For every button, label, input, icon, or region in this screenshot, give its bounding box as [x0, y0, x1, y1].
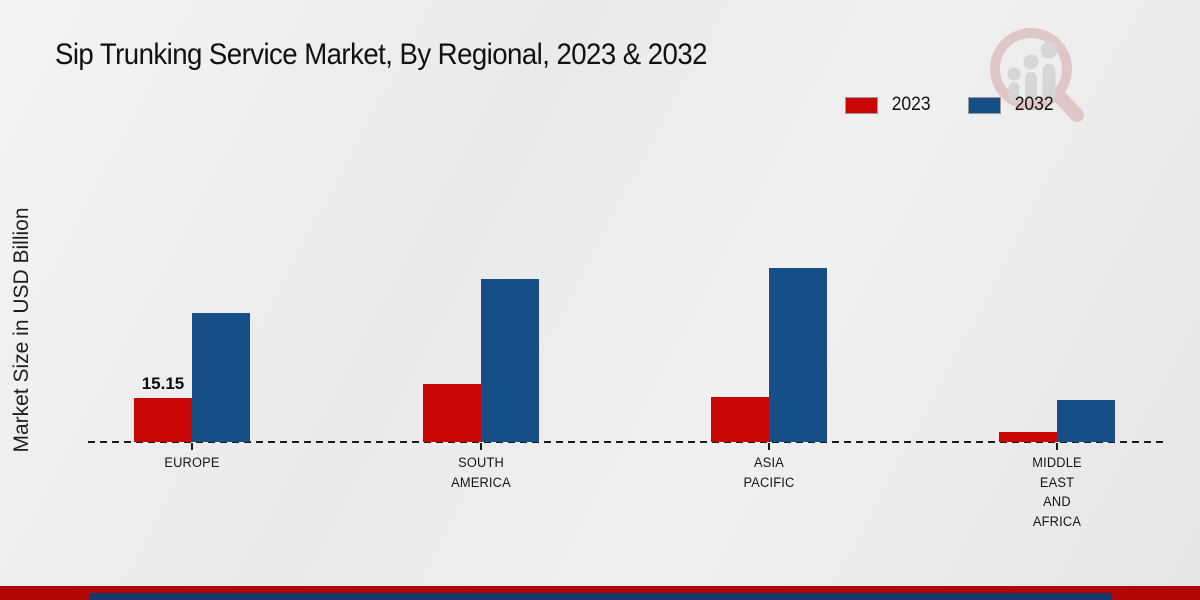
axis-tick-europe [191, 443, 193, 450]
bar-2032-europe [192, 313, 250, 442]
legend-swatch-2023 [845, 96, 878, 114]
legend-label-2023: 2023 [891, 94, 931, 115]
bar-2032-south-america [481, 279, 539, 442]
legend-swatch-2032 [968, 96, 1002, 114]
category-label-middle-east-and-africa: MIDDLE EAST AND AFRICA [1032, 455, 1082, 529]
bar-value-label: 15.15 [141, 374, 185, 393]
x-axis-baseline [88, 441, 1165, 443]
bar-2023-asia-pacific [711, 397, 769, 442]
legend: 2023 2032 [845, 94, 1056, 116]
legend-label-2032: 2032 [1014, 94, 1054, 115]
footer-stripe-navy [90, 593, 1112, 600]
bar-2023-south-america [423, 384, 481, 442]
bar-2032-middle-east-and-africa [1057, 400, 1115, 442]
axis-tick-south-america [480, 443, 482, 450]
bar-2023-europe [134, 398, 192, 442]
category-label-europe: EUROPE [164, 455, 220, 470]
axis-tick-middle-east-and-africa [1056, 443, 1058, 450]
bar-2023-middle-east-and-africa [999, 432, 1057, 442]
legend-item-2023: 2023 [845, 94, 932, 116]
chart-title: Sip Trunking Service Market, By Regional… [55, 38, 707, 71]
category-label-asia-pacific: ASIA PACIFIC [743, 455, 795, 490]
magnifier-growth-logo-icon [990, 28, 1084, 122]
category-label-south-america: SOUTH AMERICA [451, 455, 511, 490]
legend-item-2032: 2032 [968, 94, 1055, 116]
axis-tick-asia-pacific [768, 443, 770, 450]
bar-2032-asia-pacific [769, 268, 827, 442]
